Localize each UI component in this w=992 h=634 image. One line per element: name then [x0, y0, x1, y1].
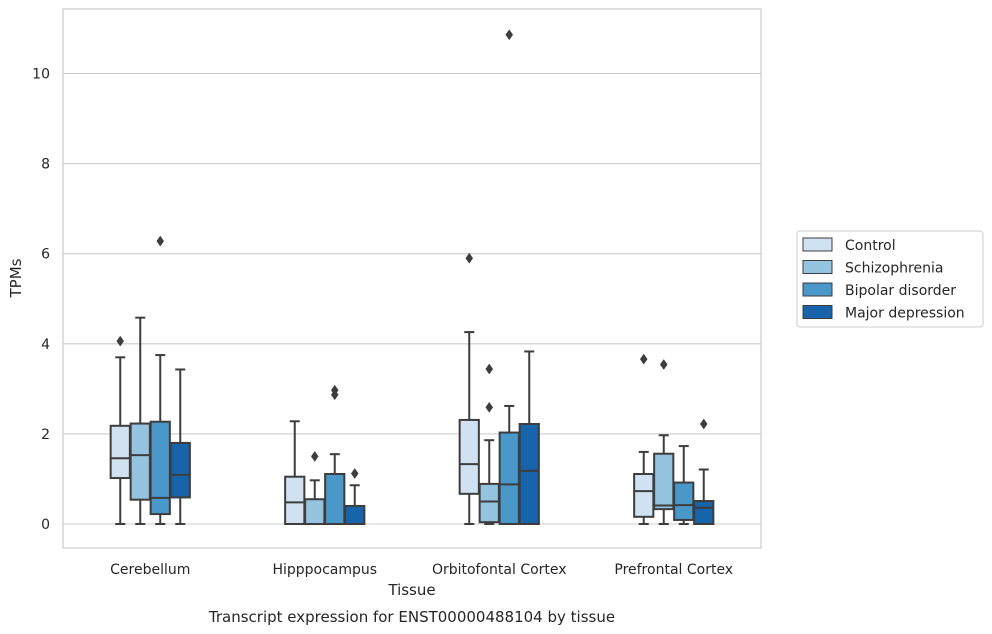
y-tick-label: 8	[41, 157, 50, 173]
outlier-point	[639, 353, 648, 365]
box-body	[633, 472, 655, 518]
box-plot-area	[109, 29, 715, 526]
x-tick-label: Orbitofontal Cortex	[432, 562, 567, 578]
x-tick-label: Prefrontal Cortex	[614, 562, 733, 578]
legend-label: Control	[845, 238, 896, 254]
box-body	[304, 498, 326, 526]
box-2-3	[518, 350, 540, 526]
outlier-point	[465, 252, 474, 264]
legend-frame	[796, 230, 984, 328]
box-2-0	[458, 252, 480, 525]
box-body	[458, 418, 480, 495]
legend-label: Bipolar disorder	[845, 283, 956, 299]
box-body	[149, 420, 171, 516]
y-axis-ticks: 0 2 4 6 8 10	[32, 67, 50, 534]
outlier-point	[310, 450, 319, 462]
x-axis-label: Tissue	[387, 581, 435, 599]
outlier-point	[485, 401, 494, 413]
box-2-2	[498, 29, 520, 525]
box-2-1	[478, 363, 500, 525]
box-3-3	[693, 418, 715, 526]
box-body	[284, 475, 306, 526]
y-tick-label: 0	[41, 517, 50, 533]
box-1-3	[344, 468, 366, 526]
box-1-0	[284, 420, 306, 526]
legend-swatch	[802, 305, 833, 319]
outlier-point	[116, 335, 125, 347]
y-axis-label: TPMs	[7, 258, 25, 298]
legend-label: Schizophrenia	[845, 261, 943, 277]
box-3-2	[673, 445, 695, 525]
box-body	[653, 452, 675, 511]
y-tick-label: 10	[32, 67, 50, 83]
x-tick-label: Hipppocampus	[272, 562, 377, 578]
box-body	[498, 431, 520, 525]
box-0-2	[149, 235, 171, 525]
y-tick-label: 4	[41, 337, 50, 353]
legend-swatch	[802, 260, 833, 274]
box-body	[478, 482, 500, 524]
outlier-point	[350, 468, 359, 479]
box-body	[518, 422, 540, 526]
box-body	[324, 472, 346, 526]
outlier-point	[659, 359, 668, 370]
y-tick-label: 2	[41, 427, 50, 443]
box-body	[169, 441, 191, 499]
box-0-3	[169, 368, 191, 525]
legend-swatch	[802, 282, 833, 297]
chart-title: Transcript expression for ENST0000048810…	[208, 608, 615, 626]
outlier-point	[485, 363, 494, 375]
box-3-1	[653, 359, 675, 525]
legend-label: Major depression	[845, 306, 965, 322]
outlier-point	[505, 29, 514, 41]
box-3-0	[633, 353, 655, 525]
box-1-1	[304, 450, 326, 526]
box-0-1	[129, 316, 151, 525]
y-tick-label: 6	[41, 247, 50, 263]
box-body	[109, 424, 131, 480]
box-body	[129, 422, 151, 501]
box-body	[693, 500, 715, 526]
plot-frame	[62, 8, 762, 549]
outlier-point	[330, 384, 339, 396]
x-axis-ticks: Cerebellum Hipppocampus Orbitofontal Corte…	[110, 562, 733, 578]
x-tick-label: Cerebellum	[110, 562, 190, 578]
box-0-0	[109, 335, 131, 525]
box-body	[344, 504, 366, 526]
outlier-point	[699, 418, 708, 430]
box-1-2	[324, 384, 346, 526]
outlier-point	[156, 235, 165, 247]
box-body	[673, 481, 695, 521]
legend-swatch	[802, 237, 833, 252]
legend: Control Schizophrenia Bipolar disorder Majo…	[796, 230, 984, 328]
